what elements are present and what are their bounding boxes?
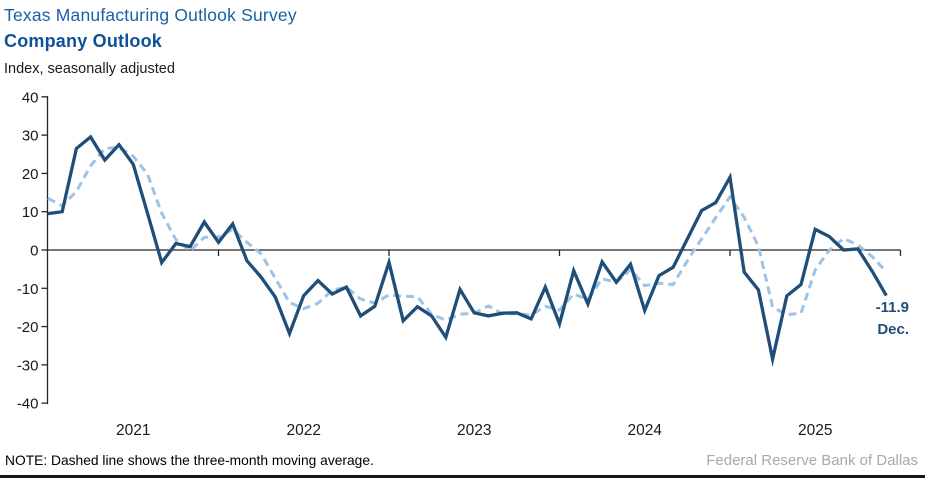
y-tick-label: 30 [22,128,39,145]
index-line [47,134,888,367]
chart-subtitle: Company Outlook [4,31,163,51]
y-tick-label: 40 [22,89,39,106]
x-year-label: 2022 [287,422,321,439]
last-value-month: Dec. [877,320,909,338]
y-tick-label: 0 [30,243,38,260]
chart-footnote: NOTE: Dashed line shows the three-month … [5,453,374,468]
y-tick-label: -10 [17,281,39,298]
x-year-label: 2021 [116,422,150,439]
last-value-annotation: -11.9 Dec. [876,297,909,341]
last-value-number: -11.9 [875,299,909,316]
y-tick-label: -40 [17,396,39,413]
x-year-label: 2025 [798,422,832,439]
y-tick-label: 10 [22,204,39,221]
bottom-border-rule [0,475,925,478]
x-year-label: 2023 [457,422,491,439]
source-attribution: Federal Reserve Bank of Dallas [706,452,918,469]
x-year-label: 2024 [627,422,662,439]
axis-units-label: Index, seasonally adjusted [4,61,175,77]
chart-title: Texas Manufacturing Outlook Survey [4,5,297,25]
y-tick-label: 20 [22,166,39,183]
line-chart-plot: 40 30 20 10 0 -10 -20 -30 -40 2021 2022 2023 2024 202… [17,89,902,439]
y-tick-label: -20 [17,319,39,336]
moving-average-line [47,145,888,322]
y-tick-label: -30 [17,357,39,374]
